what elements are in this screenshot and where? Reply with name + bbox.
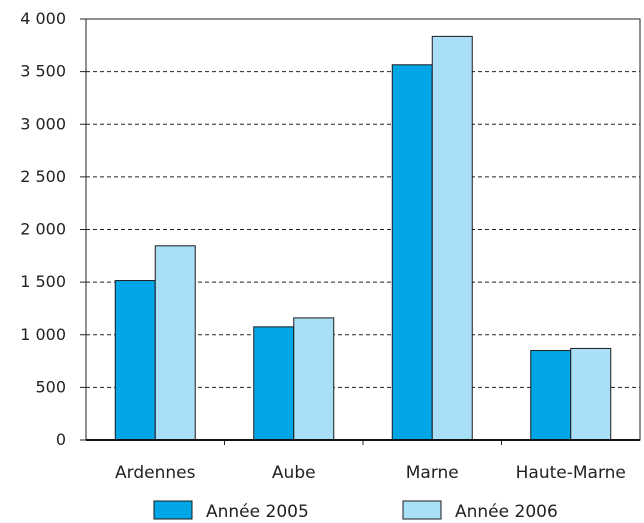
- y-tick-label: 0: [56, 430, 66, 449]
- bar-ardennes-series-1: [114, 280, 156, 441]
- x-category-label: Aube: [272, 463, 316, 483]
- bar-haute-marne-series-1: [530, 350, 572, 441]
- bar-aube-series-1: [253, 326, 295, 441]
- bar-ardennes-series-2: [154, 245, 196, 441]
- legend: Année 2005 Année 2006: [153, 500, 558, 522]
- bar-aube-series-2: [293, 317, 335, 441]
- y-tick-label: 4 000: [20, 9, 66, 28]
- bar-marne-series-2: [431, 35, 473, 441]
- y-tick-label: 1 500: [20, 272, 66, 291]
- legend-swatch-series-1: [153, 500, 193, 520]
- x-category-label: Marne: [406, 463, 459, 483]
- x-category-label: Ardennes: [115, 463, 196, 483]
- y-tick-label: 3 500: [20, 62, 66, 81]
- bars: [114, 35, 612, 441]
- y-tick-labels: 0 500 1 000 1 500 2 000 2 500 3 000 3 500 4 000: [20, 9, 66, 449]
- bar-marne-series-1: [391, 64, 433, 441]
- legend-swatch-series-2: [402, 500, 442, 520]
- axes: [80, 18, 641, 445]
- y-tick-label: 500: [35, 377, 66, 396]
- y-tick-label: 3 000: [20, 114, 66, 133]
- legend-label: Année 2005: [206, 502, 309, 522]
- x-category-labels: Ardennes Aube Marne Haute-Marne: [115, 463, 626, 483]
- y-tick-label: 1 000: [20, 325, 66, 344]
- bar-haute-marne-series-2: [570, 347, 612, 441]
- y-tick-label: 2 500: [20, 167, 66, 186]
- legend-label: Année 2006: [455, 502, 558, 522]
- y-tick-label: 2 000: [20, 220, 66, 239]
- x-category-label: Haute-Marne: [516, 463, 626, 483]
